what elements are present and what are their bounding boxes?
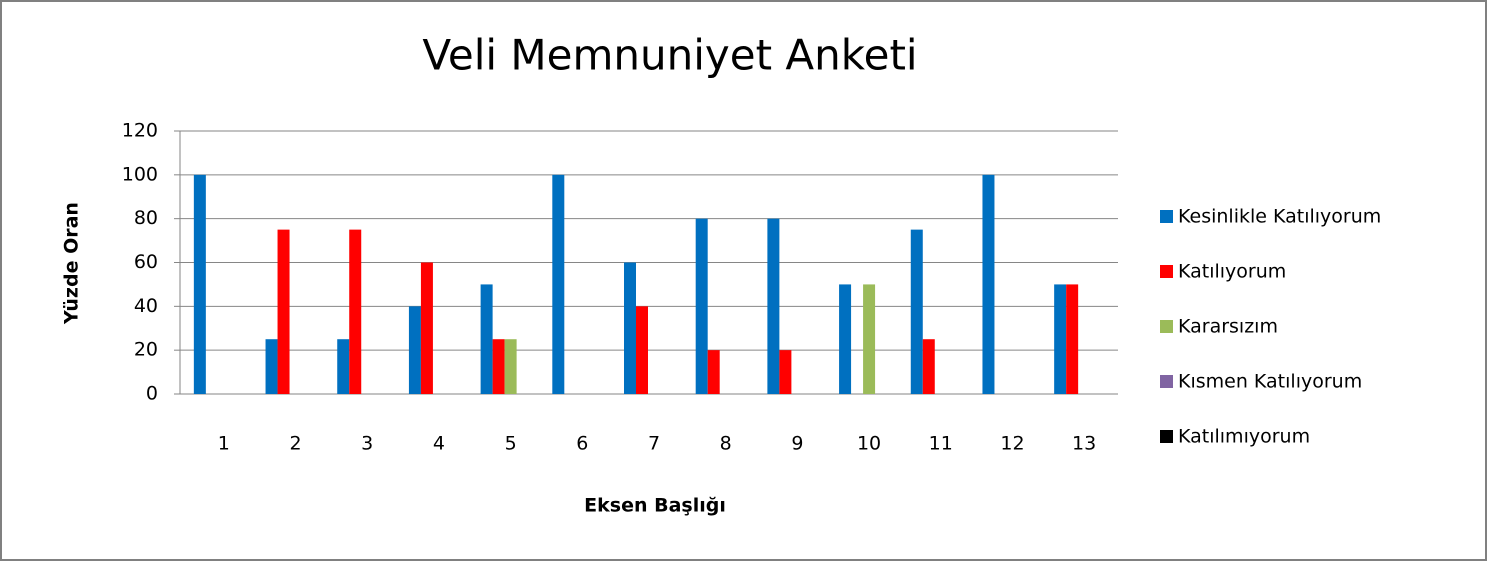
x-axis-title: Eksen Başlığı xyxy=(584,495,726,517)
x-tick-label: 7 xyxy=(648,433,660,455)
legend-label: Kararsızım xyxy=(1178,316,1278,338)
x-tick-label: 10 xyxy=(857,433,881,455)
legend-swatch xyxy=(1160,375,1173,388)
bar xyxy=(349,229,362,394)
bar xyxy=(624,262,636,394)
x-tick-label: 3 xyxy=(361,433,373,455)
bar xyxy=(504,339,517,394)
bar xyxy=(277,229,290,394)
y-tick-label: 20 xyxy=(134,339,158,361)
bar xyxy=(863,284,876,394)
legend-swatch xyxy=(1160,430,1173,443)
x-tick-label: 4 xyxy=(433,433,445,455)
y-tick-label: 40 xyxy=(134,295,158,317)
legend-label: Katılıyorum xyxy=(1178,261,1286,283)
bar xyxy=(839,284,852,394)
legend-swatch xyxy=(1160,320,1173,333)
bar xyxy=(695,218,708,394)
x-tick-label: 8 xyxy=(720,433,732,455)
bar xyxy=(193,174,206,394)
bar xyxy=(1054,284,1067,394)
bar xyxy=(265,339,278,394)
bar xyxy=(910,229,923,394)
legend-label: Katılımıyorum xyxy=(1178,426,1310,448)
legend-label: Kesinlikle Katılıyorum xyxy=(1178,206,1381,228)
bar xyxy=(337,339,350,394)
y-tick-label: 120 xyxy=(122,120,158,142)
legend-swatch xyxy=(1160,265,1173,278)
y-axis-title: Yüzde Oran xyxy=(61,202,83,325)
y-tick-label: 60 xyxy=(134,251,158,273)
legend-label: Kısmen Katılıyorum xyxy=(1178,371,1362,393)
bar xyxy=(492,339,505,394)
bar xyxy=(480,284,493,394)
x-tick-label: 2 xyxy=(289,433,301,455)
y-tick-label: 80 xyxy=(134,207,158,229)
bar xyxy=(707,350,720,394)
bar xyxy=(982,174,995,394)
x-tick-label: 6 xyxy=(576,433,588,455)
bar xyxy=(636,306,648,394)
x-tick-label: 9 xyxy=(791,433,803,455)
x-tick-label: 11 xyxy=(929,433,953,455)
bar xyxy=(922,339,935,394)
chart-title: Veli Memnuniyet Anketi xyxy=(422,31,917,80)
bar xyxy=(552,174,565,394)
x-tick-label: 12 xyxy=(1000,433,1024,455)
bar xyxy=(767,218,780,394)
x-tick-label: 5 xyxy=(505,433,517,455)
legend-swatch xyxy=(1160,210,1173,223)
bar xyxy=(408,306,421,394)
y-tick-label: 0 xyxy=(146,383,158,405)
bar xyxy=(1066,284,1079,394)
x-tick-label: 13 xyxy=(1072,433,1096,455)
y-tick-label: 100 xyxy=(122,163,158,185)
bar xyxy=(779,350,792,394)
bar xyxy=(420,262,433,394)
x-tick-label: 1 xyxy=(218,433,230,455)
